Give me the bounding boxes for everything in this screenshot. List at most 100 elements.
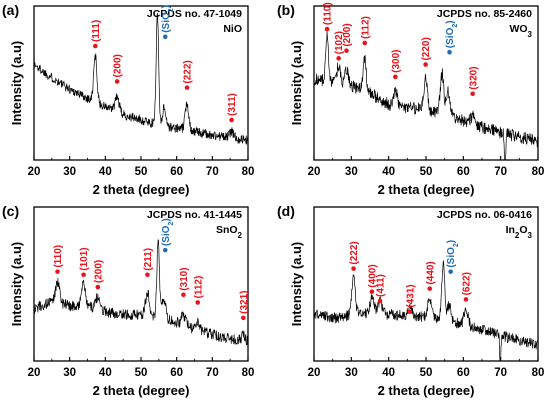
panel-c-peak-label: (112) [193,276,204,299]
panel-b-xtick-label: 80 [532,166,545,178]
panel-a-peak-marker [184,85,190,90]
panel-c-peak-marker [162,247,168,253]
panel-a-xtick-label: 30 [63,166,76,178]
panel-a-xtick-label: 80 [242,166,255,178]
panel-b: (b) 20 30 40 50 60 70 80 2 theta (degree) Intensi… [277,2,544,197]
panel-a-peak-marker [93,43,98,49]
panel-b-xrd-trace [313,31,539,160]
panel-b-xtick-label: 60 [457,166,470,178]
panel-a-xlabel: 2 theta (degree) [93,182,190,197]
panel-b-phase-formula: WO3 [509,23,532,39]
panel-d-peak-marker [448,269,453,274]
panel-c-peak-label: (110) [53,245,64,268]
panel-b-peak-label: (320) [468,66,479,89]
panel-a-xrd-trace [33,12,249,145]
panel-d-peak-marker [377,298,383,304]
panel-a-letter: (a) [2,2,19,18]
panel-c-xrd-trace [33,239,249,346]
panel-d-peak-marker [427,286,433,291]
panel-b-peak-marker [423,62,428,67]
panel-b-peak-label: (200) [342,23,353,46]
panel-b-xtick-label: 50 [420,166,433,178]
panel-d-peak-label: (400) [367,264,378,287]
panel-d-ylabel: Intensity (a.u) [289,242,304,327]
panel-c-peak-marker [145,272,150,278]
panel-d-peak-marker [407,309,413,315]
panel-c-xtick-label: 60 [170,367,183,379]
panel-a-xtick-label: 50 [135,166,148,178]
panel-d-xtick-label: 30 [345,367,358,379]
panel-d-xtick-label: 40 [382,367,395,379]
panel-b-peak-label: (220) [421,37,432,60]
panel-c-peak-label: (SiO2) [161,218,175,246]
panel-c-peak-marker [55,269,60,274]
panel-b-xlabel: 2 theta (degree) [378,182,475,197]
panel-c-xlabel: 2 theta (degree) [93,383,190,398]
panel-c-reference-card: JCPDS no. 41-1445 [147,209,242,221]
panel-d-letter: (d) [277,203,295,219]
panel-b-reference-card: JCPDS no. 85-2460 [437,8,532,20]
panel-c-peak-label: (310) [179,267,190,290]
panel-a-peak-marker [162,34,168,40]
panel-b-peak-label: (102) [334,31,345,54]
panel-c-peak-marker [95,284,101,290]
panel-b-xtick-label: 30 [345,166,358,178]
panel-b-xtick-label: 20 [308,166,321,178]
panel-d-peak-label: (622) [462,272,473,295]
panel-c-phase-formula: SnO2 [216,224,243,240]
panel-c-peak-marker [181,292,186,298]
panel-d-xtick-label: 20 [308,367,321,379]
panel-c-peak-label: (321) [239,291,250,314]
panel-d-peak-marker [369,289,375,295]
panel-c-peak-marker [195,300,201,305]
panel-d-xtick-label: 60 [457,367,470,379]
panel-c-peak-label: (211) [143,248,154,271]
panel-a-peak-label: (SiO2) [161,5,175,33]
panel-b-peak-label: (300) [391,49,402,72]
panel-a: (a) 20 30 40 50 60 70 80 2 theta (degree) Intensi… [2,2,254,197]
panel-b-peak-label: (110) [323,2,334,25]
panel-d-peak-marker [351,266,356,271]
panel-d-peak-marker [463,297,469,302]
panel-c-xtick-label: 70 [206,367,219,379]
panel-a-ylabel: Intensity (a.u) [9,41,24,126]
panel-b-peak-marker [324,26,330,32]
panel-b-peak-marker [344,48,349,53]
panel-c-xtick-label: 40 [99,367,112,379]
panel-b-peak-marker [447,49,452,55]
panel-c-xtick-label: 30 [63,367,76,379]
panel-a-phase-formula: NiO [223,23,242,35]
panel-d-peak-label: (431) [406,284,417,307]
panel-b-peak-label: (SiO2) [445,20,459,48]
panel-b-peak-marker [362,40,368,46]
panel-d-peak-label: (440) [425,261,436,284]
panel-c: (c) 20 30 40 50 60 70 80 2 theta (degree) Intensi… [2,203,254,398]
panel-a-xtick-label: 20 [28,166,41,178]
panel-a-xtick-label: 40 [99,166,112,178]
panel-c-xtick-label: 80 [242,367,255,379]
panel-a-xtick-label: 70 [206,166,219,178]
panel-d-xtick-label: 70 [494,367,507,379]
panel-b-peak-label: (112) [360,16,371,39]
panel-a-xtick-label: 60 [170,166,183,178]
panel-d-peak-label: (222) [349,241,360,264]
panel-c-xtick-label: 20 [28,367,41,379]
panel-a-peak-marker [229,117,234,123]
panel-d-xtick-label: 50 [420,367,433,379]
panel-a-peak-label: (311) [227,93,238,116]
panel-d-peak-label: (SiO2) [446,240,460,268]
panel-c-peak-marker [81,272,86,278]
panel-c-peak-marker [241,315,246,321]
panel-c-xtick-label: 50 [135,367,148,379]
panel-b-letter: (b) [277,2,295,18]
panel-d-xtick-label: 80 [532,367,545,379]
panel-b-ylabel: Intensity (a.u) [289,41,304,126]
panel-c-peak-label: (101) [79,247,90,270]
panel-c-ylabel: Intensity (a.u) [9,242,24,327]
panel-d-phase-formula: In2O3 [506,224,533,240]
panel-b-peak-marker [336,56,341,61]
panel-d-xlabel: 2 theta (degree) [378,383,475,398]
panel-d: (d) 20 30 40 50 60 70 80 2 theta (degree) Intensi… [277,203,544,398]
panel-c-peak-label: (200) [93,260,104,283]
